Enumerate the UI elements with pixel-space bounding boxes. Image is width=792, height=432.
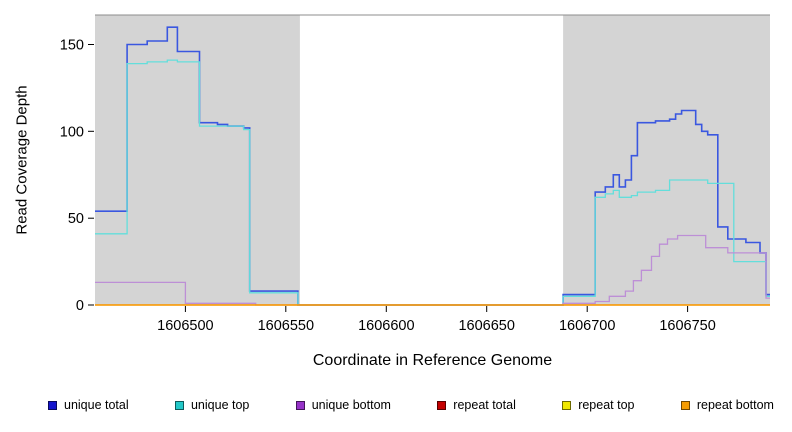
legend-item-repeat-bottom: repeat bottom (680, 398, 774, 412)
x-tick-label: 1606500 (157, 318, 213, 334)
x-tick-label: 1606600 (358, 318, 414, 334)
legend-swatch-icon (562, 400, 572, 410)
x-tick-label: 1606750 (659, 318, 715, 334)
legend-swatch-icon (174, 400, 184, 410)
series-unique-total (95, 26, 770, 306)
legend-item-unique-bottom: unique bottom (295, 398, 391, 412)
legend-label: unique top (190, 398, 250, 412)
legend-label: repeat total (453, 398, 516, 412)
y-tick-label: 100 (60, 124, 84, 140)
legend-item-unique-total: unique total (48, 398, 129, 412)
legend-swatch-icon (680, 400, 690, 410)
legend-swatch-icon (48, 400, 57, 410)
series-unique-top (95, 59, 770, 306)
x-tick-label: 1606550 (258, 318, 314, 334)
x-tick-label: 1606700 (559, 318, 615, 334)
plot-area: 1606500 1606550 1606600 1606650 1606700 16067… (60, 14, 770, 334)
legend-label: unique total (64, 398, 129, 412)
x-tick-label: 1606650 (458, 318, 514, 334)
shaded-region (95, 15, 300, 305)
legend-item-repeat-total: repeat total (437, 398, 516, 412)
legend-label: repeat bottom (696, 398, 774, 412)
legend-swatch-icon (437, 400, 447, 410)
y-tick-label: 150 (60, 38, 84, 54)
y-tick-label: 50 (68, 211, 84, 227)
legend: unique total unique top unique bottom repea… (48, 398, 774, 412)
legend-item-unique-top: unique top (174, 398, 250, 412)
legend-swatch-icon (295, 400, 305, 410)
legend-label: repeat top (578, 398, 635, 412)
x-axis-label: Coordinate in Reference Genome (312, 352, 553, 369)
y-tick-label: 0 (76, 298, 84, 314)
legend-item-repeat-top: repeat top (562, 398, 634, 412)
legend-label: unique bottom (311, 398, 391, 412)
shaded-region (563, 15, 770, 305)
